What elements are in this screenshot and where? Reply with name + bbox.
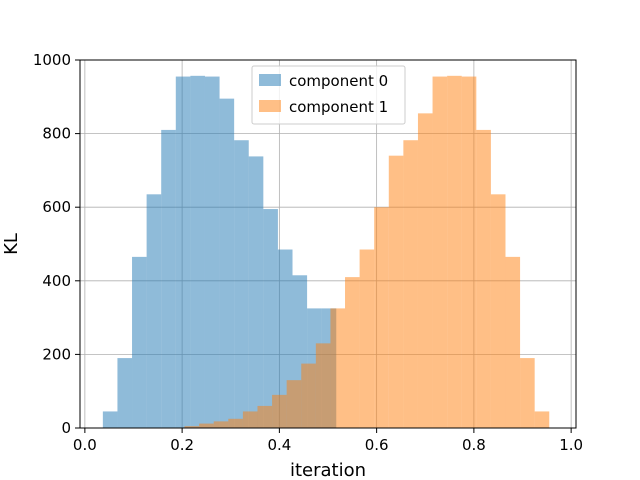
bar-component-1-bin-4	[242, 411, 258, 428]
bar-component-0-bin-4	[161, 129, 176, 429]
bar-component-1-bin-19	[461, 76, 477, 428]
y-tick-label-4: 800	[42, 125, 71, 143]
bar-component-1-bin-15	[403, 140, 418, 428]
y-tick-label-2: 400	[42, 272, 71, 290]
bar-component-0-bin-11	[263, 209, 278, 428]
axis-ticks: 0.0 0.2 0.4 0.6 0.8 1.0 0 200 400 600 800 1000	[33, 51, 583, 454]
legend-label-component-0: component 0	[289, 72, 388, 90]
bar-component-1-bin-20	[476, 129, 491, 429]
legend-label-component-1: component 1	[289, 98, 388, 116]
bar-component-1-bin-16	[417, 113, 433, 429]
bar-component-1-bin-3	[228, 418, 243, 428]
x-tick-label-0: 0.0	[73, 436, 97, 454]
bar-component-1-bin-18	[447, 75, 462, 428]
bar-component-0-bin-0	[102, 411, 118, 428]
y-axis-label: KL	[1, 233, 22, 255]
bar-component-0-bin-3	[146, 194, 162, 428]
bar-component-1-bin-12	[359, 249, 375, 428]
y-tick-label-5: 1000	[33, 51, 71, 69]
y-tick-label-1: 200	[42, 345, 71, 363]
bar-component-1-bin-21	[490, 194, 506, 428]
bar-component-1-bin-13	[374, 207, 389, 428]
bar-component-0-bin-6	[190, 75, 205, 428]
bar-component-1-bin-11	[345, 277, 360, 428]
x-tick-label-2: 0.4	[267, 436, 291, 454]
bar-component-1-bin-14	[388, 155, 404, 428]
legend: component 0 component 1	[251, 65, 406, 125]
bar-component-1-bin-10	[330, 308, 346, 428]
legend-swatch-component-1	[259, 100, 281, 112]
bar-component-1-bin-2	[213, 421, 229, 428]
bar-component-0-bin-9	[234, 140, 249, 428]
bar-component-1-bin-5	[257, 405, 273, 428]
y-tick-label-0: 0	[61, 419, 71, 437]
x-tick-label-3: 0.6	[365, 436, 389, 454]
bar-component-0-bin-10	[248, 156, 264, 428]
bar-component-0-bin-5	[175, 76, 191, 428]
bar-component-1-bin-24	[534, 411, 550, 428]
bar-component-1-bin-6	[272, 394, 287, 428]
bar-component-0-bin-1	[117, 358, 133, 428]
bar-component-0-bin-7	[204, 76, 220, 428]
x-tick-label-5: 1.0	[559, 436, 583, 454]
histogram-bars	[102, 75, 550, 429]
bar-component-1-bin-8	[301, 363, 316, 428]
legend-frame	[251, 65, 406, 125]
y-tick-label-3: 600	[42, 198, 71, 216]
bar-component-1-bin-22	[505, 256, 521, 428]
legend-swatch-component-0	[259, 74, 281, 86]
bar-component-0-bin-2	[132, 256, 147, 428]
bar-component-1-bin-7	[286, 380, 302, 428]
bar-component-0-bin-8	[219, 98, 235, 428]
bar-component-1-bin-9	[315, 343, 331, 428]
x-tick-label-4: 0.8	[462, 436, 486, 454]
bar-component-1-bin-0	[184, 426, 200, 428]
bar-component-1-bin-1	[199, 423, 214, 428]
axes-frame	[79, 59, 577, 429]
x-axis-label: iteration	[290, 460, 366, 480]
bar-component-1-bin-23	[520, 358, 535, 428]
bar-component-1-bin-17	[432, 76, 448, 428]
x-tick-label-1: 0.2	[170, 436, 194, 454]
